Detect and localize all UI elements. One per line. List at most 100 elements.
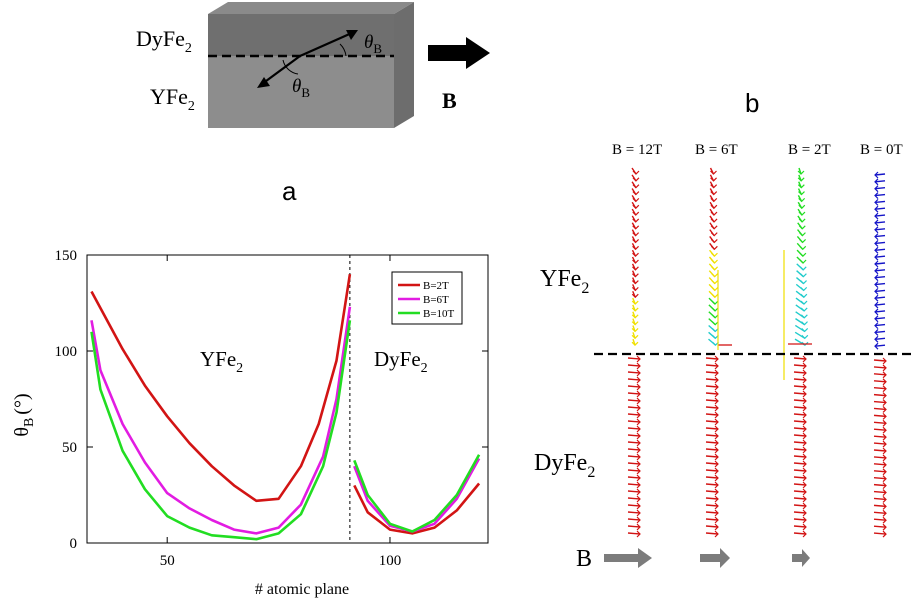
spin-arrow-2t-head-icon bbox=[800, 286, 808, 292]
angle-arc-bottom bbox=[282, 59, 299, 75]
spin-arrow-0t bbox=[874, 323, 886, 327]
spin-arrow-0t-dyfe2 bbox=[873, 525, 887, 528]
spin-arrow-2t-dyfe2 bbox=[793, 434, 807, 437]
spin-arrow-0t-dyfe2-head-icon bbox=[882, 371, 887, 379]
spin-arrow-6t-dyfe2-head-icon bbox=[714, 404, 719, 412]
spin-arrow-12t-dyfe2 bbox=[627, 497, 641, 500]
spin-arrow-12t-dyfe2-head-icon bbox=[636, 418, 641, 426]
spin-arrow-12t-dyfe2-head-icon bbox=[636, 481, 641, 489]
field-label-6t: B = 6T bbox=[695, 142, 738, 158]
spin-arrow-12t-dyfe2-head-icon bbox=[636, 467, 641, 475]
spin-arrow-2t-dyfe2-head-icon bbox=[802, 502, 807, 510]
spin-arrow-0t-dyfe2 bbox=[873, 380, 887, 383]
spin-arrow-2t-dyfe2 bbox=[793, 413, 807, 416]
spin-arrow-0t-dyfe2-head-icon bbox=[882, 406, 887, 413]
spin-arrow-2t-dyfe2-head-icon bbox=[802, 474, 807, 482]
spin-arrow-0t-dyfe2 bbox=[873, 366, 887, 369]
spin-arrow-0t-head-icon bbox=[874, 212, 879, 220]
spin-arrow-6t-dyfe2 bbox=[705, 511, 719, 514]
spin-arrow-2t-head-icon bbox=[800, 293, 808, 299]
spin-arrow-6t-dyfe2 bbox=[705, 483, 719, 486]
spin-arrow-12t-dyfe2 bbox=[627, 511, 641, 514]
spin-arrow-2t-head-icon bbox=[800, 314, 808, 319]
spin-arrow-6t-dyfe2-head-icon bbox=[714, 446, 719, 454]
spin-arrow-0t-dyfe2 bbox=[873, 442, 887, 445]
spin-arrow-12t-dyfe2-head-icon bbox=[636, 390, 641, 398]
spin-arrow-6t-dyfe2 bbox=[705, 364, 719, 367]
spin-arrow-12t-head-icon bbox=[631, 321, 639, 326]
spin-arrow-12t-dyfe2 bbox=[627, 532, 641, 535]
spin-arrow-12t-head-icon bbox=[631, 293, 639, 299]
spin-arrow-2t-head-icon bbox=[800, 300, 808, 305]
spin-arrow-0t-dyfe2-head-icon bbox=[882, 530, 887, 538]
spin-arrow-0t-dyfe2 bbox=[873, 518, 887, 521]
spin-arrow-0t-dyfe2 bbox=[873, 463, 887, 466]
spin-arrow-6t-dyfe2 bbox=[705, 490, 719, 493]
field-arrow-icon bbox=[428, 37, 490, 69]
spin-arrow-12t-dyfe2-head-icon bbox=[636, 404, 641, 412]
spin-arrow-2t-head-icon bbox=[799, 252, 807, 258]
spin-arrow-6t-head-icon bbox=[711, 266, 719, 271]
spin-arrow-6t-dyfe2-head-icon bbox=[714, 376, 719, 384]
spin-arrow-12t-head-icon bbox=[631, 341, 639, 347]
spin-arrow-0t-head-icon bbox=[874, 171, 879, 179]
spin-arrow-0t bbox=[874, 173, 886, 176]
spin-arrow-2t-dyfe2 bbox=[793, 364, 807, 367]
field-arrow-2t-icon bbox=[792, 549, 810, 567]
spin-arrow-12t-dyfe2-head-icon bbox=[636, 495, 641, 503]
spin-arrow-2t-dyfe2-head-icon bbox=[802, 411, 807, 419]
spin-arrow-2t-head-icon bbox=[797, 177, 805, 182]
spin-arrow-12t-dyfe2-head-icon bbox=[636, 509, 641, 517]
spin-arrow-2t-dyfe2 bbox=[793, 525, 807, 528]
spin-arrow-12t-head-icon bbox=[632, 239, 640, 244]
spin-arrow-12t-dyfe2 bbox=[627, 392, 641, 395]
spin-arrow-0t-dyfe2-head-icon bbox=[882, 357, 887, 365]
series-line-b2t-dyfe2 bbox=[353, 482, 481, 535]
panel-label-a: a bbox=[282, 176, 297, 206]
spin-arrow-0t-dyfe2-head-icon bbox=[882, 496, 887, 503]
spin-arrow-0t-dyfe2-head-icon bbox=[882, 426, 887, 434]
spin-arrow-6t-dyfe2-head-icon bbox=[714, 481, 719, 489]
spin-arrow-12t-dyfe2 bbox=[627, 364, 641, 367]
spin-arrow-12t-dyfe2-head-icon bbox=[636, 516, 641, 524]
spin-arrow-2t-dyfe2-head-icon bbox=[802, 369, 807, 377]
spin-arrow-2t-dyfe2-head-icon bbox=[802, 446, 807, 454]
x-tick-label: 50 bbox=[160, 553, 175, 569]
spin-arrow-12t-head-icon bbox=[631, 328, 639, 333]
spin-arrow-2t-head-icon bbox=[801, 341, 809, 347]
spin-arrow-6t-dyfe2 bbox=[705, 462, 719, 465]
spin-arrow-12t-dyfe2-head-icon bbox=[636, 446, 641, 454]
spin-arrow-12t-dyfe2-head-icon bbox=[636, 397, 641, 405]
y-tick-label: 150 bbox=[55, 248, 78, 264]
spin-arrow-2t-dyfe2-head-icon bbox=[802, 530, 807, 538]
spin-arrow-0t bbox=[874, 255, 886, 258]
spin-arrow-6t-head-icon bbox=[711, 273, 719, 278]
spin-arrow-0t-head-icon bbox=[874, 178, 879, 186]
spin-arrow-2t-head-icon bbox=[797, 170, 805, 175]
spin-arrow-12t-dyfe2 bbox=[627, 504, 641, 507]
spin-arrow-6t-head-icon bbox=[711, 321, 719, 326]
spin-arrow-2t-dyfe2-head-icon bbox=[802, 390, 807, 398]
spin-arrow-6t-head-icon bbox=[711, 293, 719, 299]
block-side-face bbox=[394, 2, 414, 128]
spin-arrow-12t-dyfe2 bbox=[627, 357, 641, 360]
spin-arrow-6t-dyfe2 bbox=[705, 441, 719, 444]
y-axis-label: θB(°) bbox=[11, 393, 37, 436]
spin-arrow-6t-dyfe2 bbox=[705, 532, 719, 535]
spin-arrow-0t-head-icon bbox=[874, 219, 879, 227]
spin-arrow-0t-dyfe2 bbox=[873, 497, 887, 501]
spin-arrow-12t-dyfe2-head-icon bbox=[636, 474, 641, 482]
spin-arrow-2t-dyfe2 bbox=[793, 420, 807, 423]
spin-arrow-6t-dyfe2 bbox=[705, 469, 719, 472]
spin-arrow-12t-dyfe2-head-icon bbox=[636, 460, 641, 468]
spin-arrow-12t-dyfe2 bbox=[627, 448, 641, 451]
spin-arrow-0t bbox=[874, 248, 886, 252]
spin-arrow-0t-dyfe2-head-icon bbox=[882, 468, 887, 476]
region-label-dyfe2: DyFe2 bbox=[374, 347, 428, 376]
spin-arrow-6t-head-icon bbox=[710, 239, 718, 244]
spin-arrow-6t-dyfe2 bbox=[705, 525, 719, 528]
layer-schematic: DyFe2 YFe2 θB θB B bbox=[136, 2, 490, 128]
spin-arrow-12t-dyfe2 bbox=[627, 525, 641, 528]
spin-arrow-12t-head-icon bbox=[632, 170, 640, 175]
legend-label-6t: B=6T bbox=[423, 294, 449, 306]
